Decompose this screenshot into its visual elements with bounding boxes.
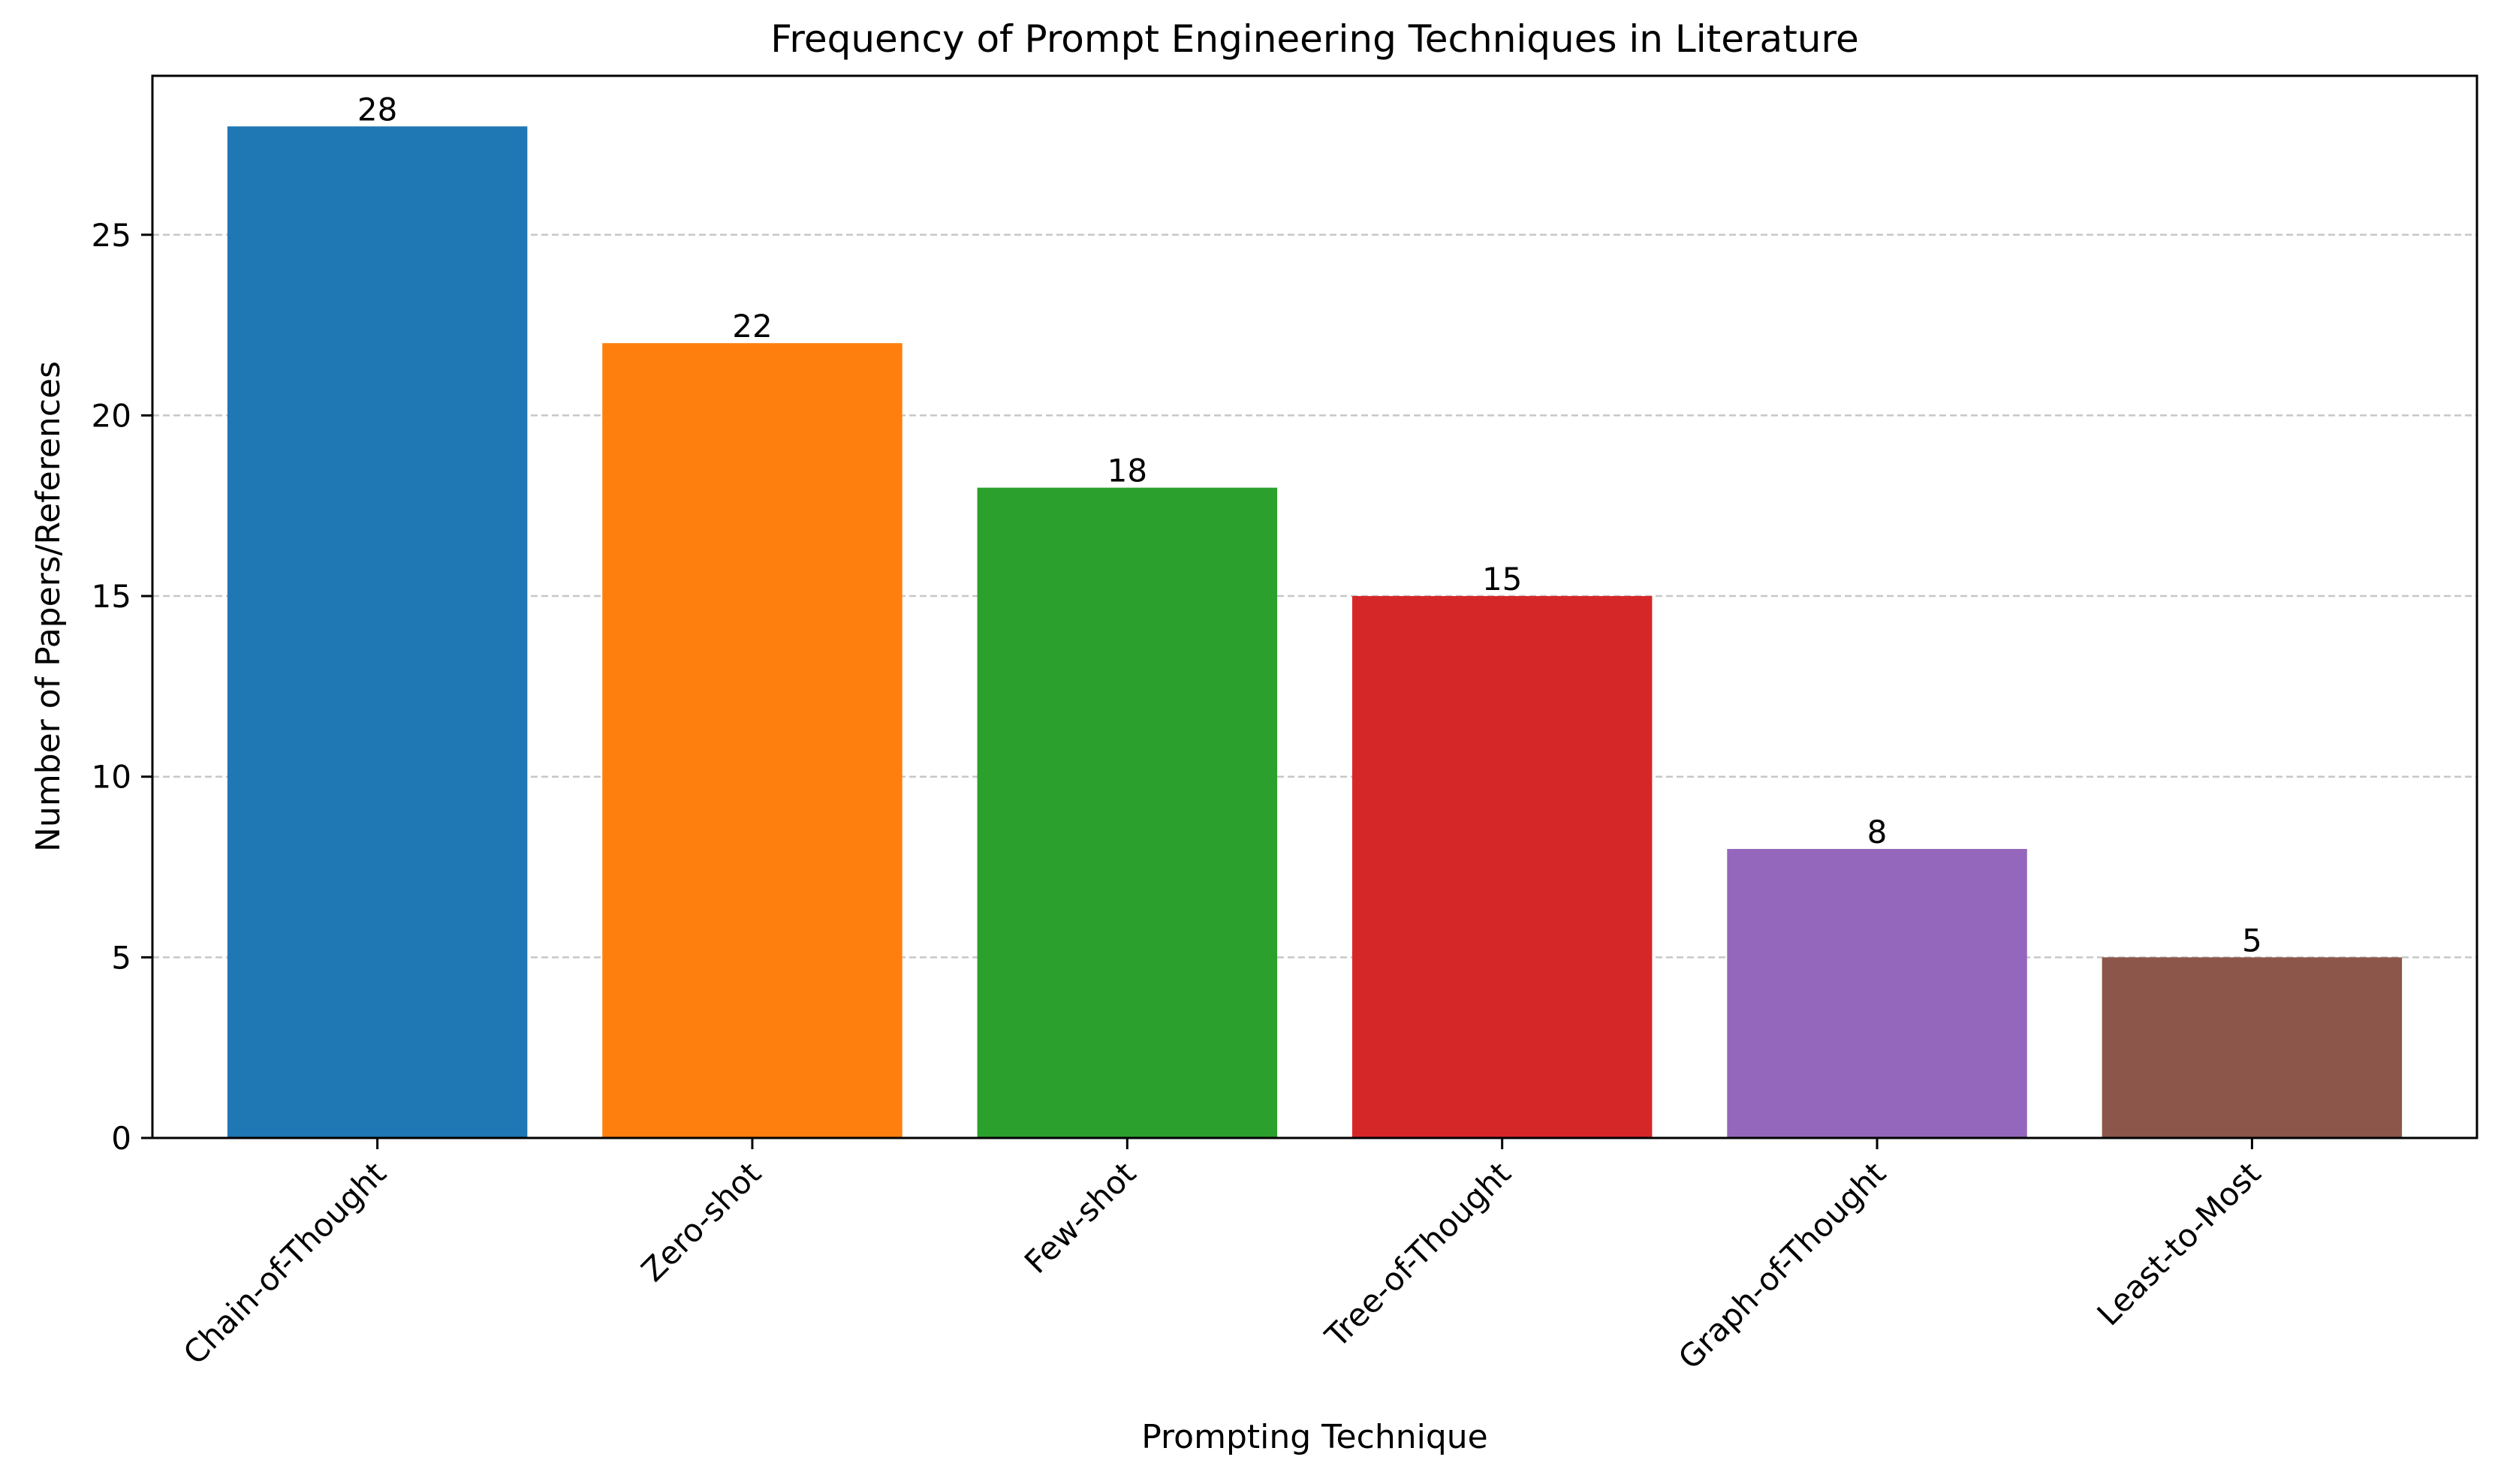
- bar-value-label: 18: [1107, 453, 1147, 489]
- y-tick-label: 20: [92, 397, 131, 434]
- bar-value-label: 8: [1867, 814, 1888, 850]
- y-tick-label: 0: [111, 1120, 131, 1157]
- bar: [1727, 848, 2027, 1138]
- chart-title: Frequency of Prompt Engineering Techniqu…: [770, 17, 1858, 61]
- y-tick-label: 15: [92, 578, 131, 615]
- bar: [2102, 957, 2403, 1138]
- bar-value-labels: 28 22 18 15 8 5: [357, 91, 2262, 959]
- y-tick-label: 5: [111, 939, 131, 976]
- y-tick-label: 10: [92, 759, 131, 796]
- y-gridlines: [152, 233, 2477, 959]
- bar: [977, 487, 1278, 1138]
- bar-value-label: 5: [2242, 922, 2262, 959]
- bar: [602, 343, 902, 1138]
- y-axis-label: Number of Papers/References: [29, 361, 68, 852]
- bar: [227, 126, 528, 1138]
- bar: [1351, 596, 1653, 1138]
- x-axis-label: Prompting Technique: [1141, 1418, 1487, 1456]
- bar-value-label: 15: [1482, 561, 1522, 598]
- plot-frame: [151, 74, 2478, 1139]
- y-tick-label: 25: [92, 217, 131, 254]
- bars: [227, 126, 2403, 1138]
- bar-value-label: 28: [357, 91, 397, 128]
- bar-value-label: 22: [732, 308, 772, 345]
